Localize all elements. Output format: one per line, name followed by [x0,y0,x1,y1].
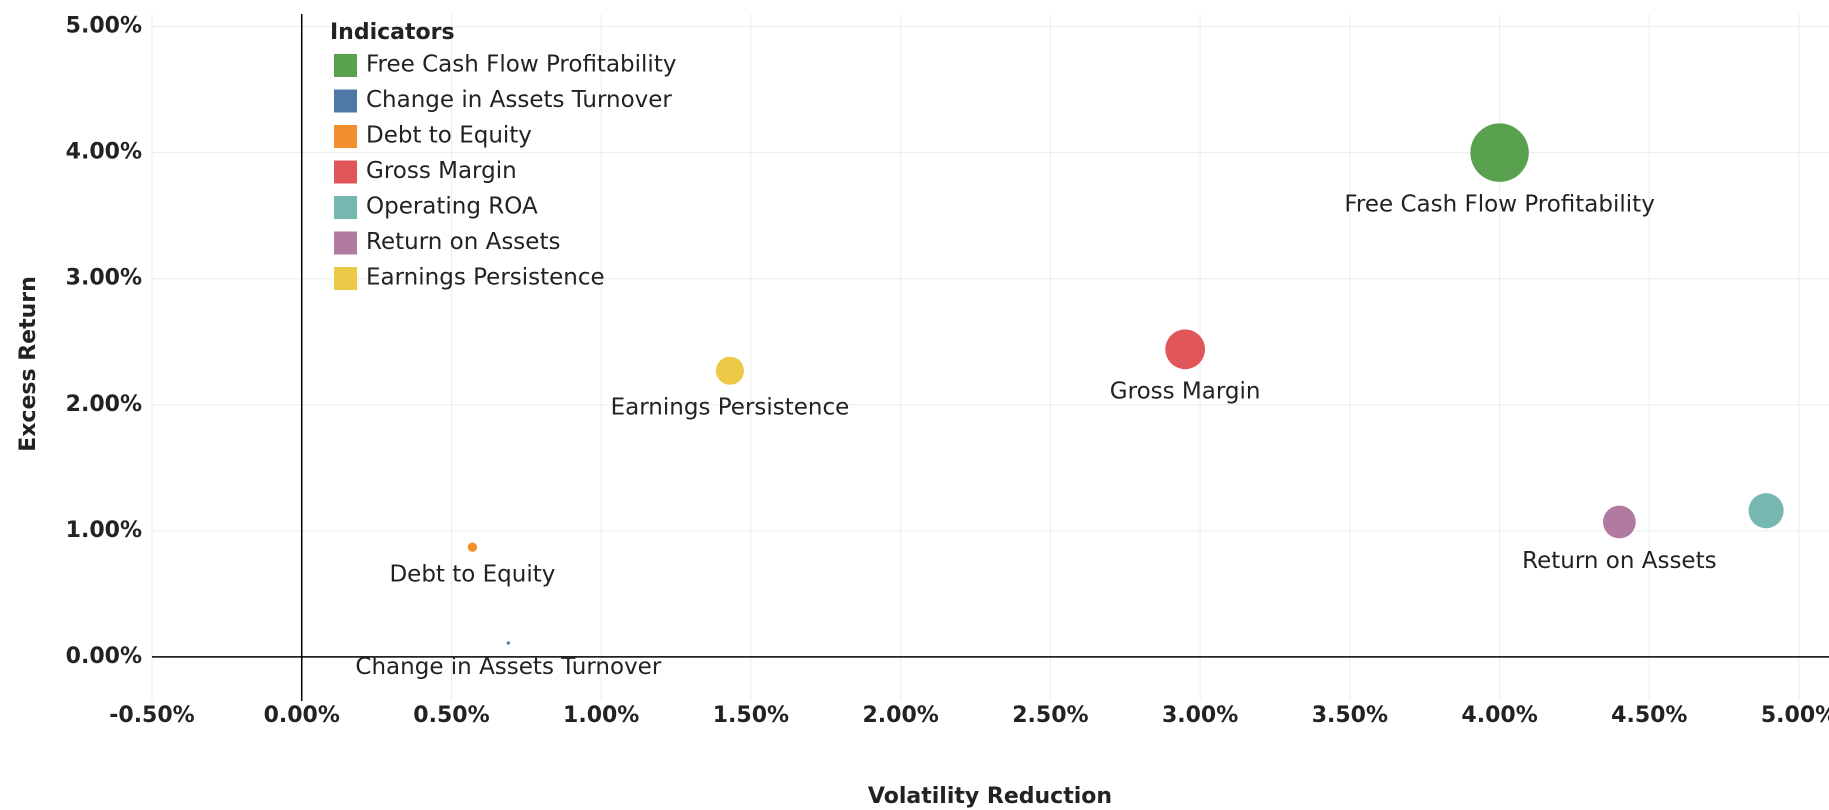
legend-swatch [334,196,357,219]
y-axis-title: Excess Return [16,276,41,452]
legend-label: Debt to Equity [366,123,532,149]
y-tick-label: 0.00% [66,644,142,669]
x-tick-label: -0.50% [109,703,194,728]
legend-title: Indicators [330,20,455,45]
legend-label: Return on Assets [366,229,560,255]
data-label: Earnings Persistence [611,394,850,420]
y-tick-label: 5.00% [66,14,142,39]
x-tick-label: 2.50% [1012,703,1088,728]
legend-swatch [334,125,357,148]
x-tick-label: 3.50% [1312,703,1388,728]
x-tick-label: 0.00% [264,703,340,728]
legend-swatch [334,267,357,290]
legend-swatch [334,54,357,77]
legend-swatch [334,89,357,113]
legend-label: Free Cash Flow Profitability [366,52,676,78]
legend-label: Change in Assets Turnover [366,87,672,113]
x-tick-label: 0.50% [413,703,489,728]
bubble [467,542,478,552]
legend-label: Gross Margin [366,158,517,184]
x-tick-label: 1.50% [713,703,789,728]
x-tick-label: 3.00% [1162,703,1238,728]
x-tick-label: 4.50% [1611,703,1687,728]
bubble [715,356,745,385]
y-tick-label: 3.00% [66,266,142,291]
data-label: Free Cash Flow Profitability [1344,191,1654,217]
x-tick-label: 4.00% [1461,703,1537,728]
legend-swatch [334,160,357,184]
y-tick-label: 2.00% [66,392,142,417]
bubble [1602,505,1636,539]
data-label: Gross Margin [1110,379,1261,405]
x-tick-label: 5.00% [1761,703,1829,728]
x-tick-label: 1.00% [563,703,639,728]
legend-label: Earnings Persistence [366,265,605,291]
data-label: Change in Assets Turnover [355,654,661,680]
legend-label: Operating ROA [366,194,538,220]
bubble [506,641,511,645]
y-tick-label: 1.00% [66,518,142,543]
data-label: Return on Assets [1522,548,1716,574]
x-tick-label: 2.00% [862,703,938,728]
bubble [1470,123,1529,182]
legend-swatch [334,231,357,255]
data-label: Debt to Equity [389,561,555,587]
x-axis-title: Volatility Reduction [868,784,1112,809]
y-tick-label: 4.00% [66,140,142,165]
bubble [1748,493,1784,529]
bubble [1165,329,1206,370]
